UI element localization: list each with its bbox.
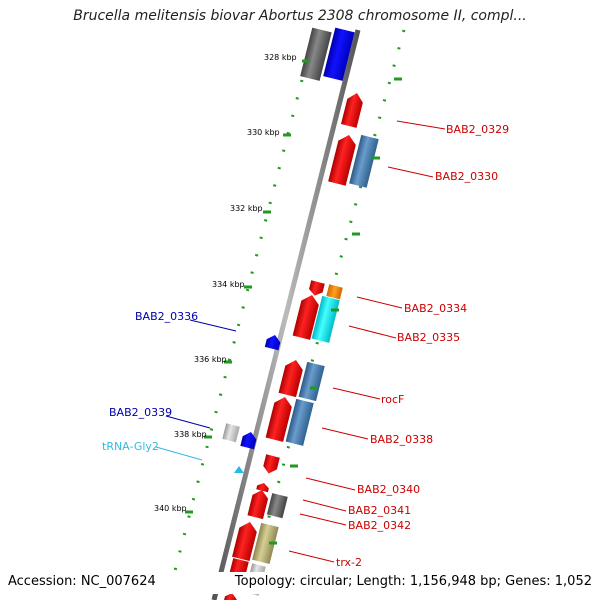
- tick-label-328: 328 kbp: [264, 53, 297, 62]
- leader-bab2-0336: [189, 319, 237, 332]
- tick-label-330: 330 kbp: [247, 128, 280, 137]
- tick-label-334: 334 kbp: [212, 280, 245, 289]
- leader-trna-gly2: [155, 446, 203, 461]
- gene-bab2-0339: [240, 432, 257, 450]
- gene-bab2-0330-b: [349, 134, 379, 188]
- gene-rocF-red: [278, 360, 303, 398]
- forward-leader-lines: [288, 120, 446, 563]
- label-bab2-0338[interactable]: BAB2_0338: [370, 433, 433, 446]
- gene-bab2-0341: [266, 493, 288, 519]
- gene-rocF: [298, 361, 325, 402]
- label-bab2-0336[interactable]: BAB2_0336: [135, 310, 198, 323]
- page-title: Brucella melitensis biovar Abortus 2308 …: [73, 8, 527, 24]
- gene-bab2-0338: [285, 398, 314, 446]
- gene-bab2-0329: [341, 93, 363, 128]
- label-bab2-0341[interactable]: BAB2_0341: [348, 504, 411, 517]
- label-bab2-0342[interactable]: BAB2_0342: [348, 519, 411, 532]
- tick-label-338: 338 kbp: [174, 430, 207, 439]
- gene-bab2-0340: [263, 454, 280, 474]
- gene-bab2-0330: [328, 135, 356, 186]
- gene-top-blue: [323, 27, 355, 81]
- gene-bottom-red-2: [223, 593, 237, 600]
- label-trx-2[interactable]: trx-2: [336, 556, 362, 569]
- gene-bab2-0339-gray: [222, 423, 240, 443]
- gene-bab2-0341-small: [256, 483, 269, 493]
- label-bab2-0340[interactable]: BAB2_0340: [357, 483, 420, 496]
- gene-trna-gly2: [234, 466, 244, 473]
- gene-bab2-0335: [311, 295, 340, 343]
- status-footer: Accession: NC_007624 Topology: circular;…: [8, 572, 592, 594]
- gene-trx-2-red: [232, 522, 257, 562]
- label-rocF[interactable]: rocF: [381, 393, 404, 406]
- gene-top-gray: [300, 27, 332, 81]
- label-bab2-0335[interactable]: BAB2_0335: [397, 331, 460, 344]
- label-bab2-0334[interactable]: BAB2_0334: [404, 302, 467, 315]
- tick-label-340: 340 kbp: [154, 504, 187, 513]
- gene-bab2-0335-red: [292, 295, 319, 340]
- backbone: [211, 29, 361, 600]
- label-bab2-0329[interactable]: BAB2_0329: [446, 123, 509, 136]
- gene-bab2-0338-red: [265, 397, 292, 442]
- tick-label-332: 332 kbp: [230, 204, 263, 213]
- gene-bab2-0336: [264, 335, 281, 351]
- label-bab2-0330[interactable]: BAB2_0330: [435, 170, 498, 183]
- label-bab2-0339[interactable]: BAB2_0339: [109, 406, 172, 419]
- label-trna-gly2[interactable]: tRNA-Gly2: [102, 440, 159, 453]
- topology-text: Topology: circular; Length: 1,156,948 bp…: [234, 574, 592, 589]
- accession-text: Accession: NC_007624: [8, 574, 156, 589]
- leader-bab2-0339: [165, 415, 211, 429]
- outer-tick-marks: [269, 77, 402, 545]
- gene-bab2-0334-small: [309, 280, 325, 296]
- gene-bab2-0342-red: [247, 490, 269, 520]
- gene-bab2-0334: [326, 284, 343, 300]
- gene-trx-2: [252, 522, 279, 565]
- tick-label-336: 336 kbp: [194, 355, 227, 364]
